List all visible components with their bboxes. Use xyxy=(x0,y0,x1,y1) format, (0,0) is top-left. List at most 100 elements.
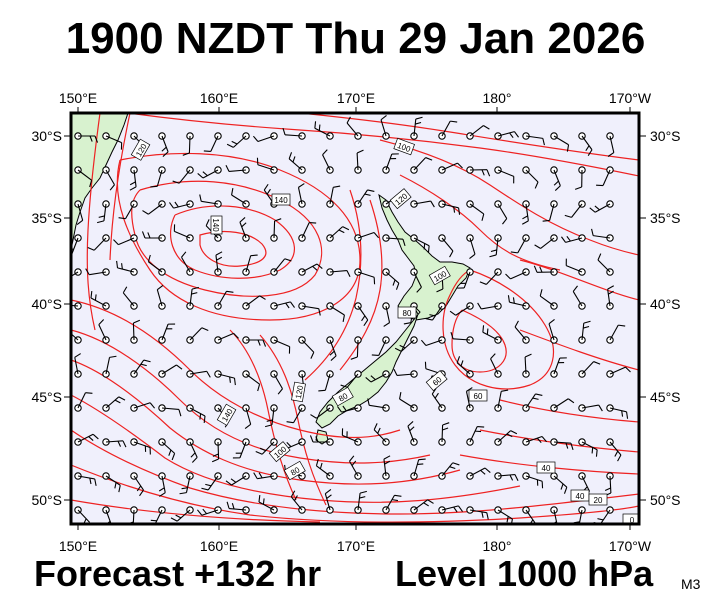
isobar-line xyxy=(479,429,639,453)
wind-barb xyxy=(606,324,626,344)
wind-barb xyxy=(489,234,502,258)
isobar-line xyxy=(339,199,383,371)
isobar-line xyxy=(71,464,639,523)
wind-barb xyxy=(349,455,362,480)
wind-barb xyxy=(309,435,334,446)
wind-barb xyxy=(71,268,82,278)
isobar-line xyxy=(299,113,639,161)
wind-barb xyxy=(438,234,454,258)
wind-barb xyxy=(102,396,126,412)
wind-barb xyxy=(490,353,502,378)
wind-barb xyxy=(510,234,530,254)
wind-barb xyxy=(158,364,183,378)
wind-barb xyxy=(181,251,194,276)
contour-label: 100 xyxy=(428,265,451,286)
svg-text:140: 140 xyxy=(211,218,220,232)
wind-barb xyxy=(420,336,446,347)
isobar-line xyxy=(71,299,401,439)
wind-barb xyxy=(201,472,222,491)
wind-barb xyxy=(565,258,586,276)
wind-barb xyxy=(214,370,236,386)
wind-barb xyxy=(142,200,166,215)
wind-barb xyxy=(270,301,295,310)
wind-barb xyxy=(606,285,615,310)
wind-barb xyxy=(425,302,446,321)
wind-barb xyxy=(74,132,99,143)
wind-barb xyxy=(550,357,567,378)
isobar-line xyxy=(71,359,461,485)
wind-barb xyxy=(466,166,491,177)
wind-barb xyxy=(326,302,345,322)
contour-label: 80 xyxy=(283,460,306,481)
wind-barb xyxy=(326,226,350,242)
isobar-line xyxy=(379,139,639,256)
isobar-line xyxy=(170,205,295,279)
wind-barb xyxy=(466,506,489,520)
wind-barb xyxy=(169,200,194,209)
wind-barb xyxy=(606,404,629,419)
wind-barb xyxy=(298,302,321,316)
wind-barb xyxy=(150,166,166,188)
wind-barb xyxy=(265,404,278,428)
wind-barb xyxy=(242,254,258,276)
wind-barb xyxy=(438,162,463,174)
wind-barb xyxy=(410,116,423,140)
wind-barb xyxy=(253,472,278,480)
wind-barb xyxy=(186,370,211,378)
wind-barb xyxy=(572,285,586,310)
wind-barb xyxy=(354,189,375,208)
wind-barb xyxy=(382,302,391,327)
wind-barb xyxy=(365,370,390,383)
wind-barb xyxy=(298,336,315,359)
wind-barb xyxy=(450,331,474,344)
wind-barb xyxy=(288,152,306,174)
wind-barb xyxy=(297,183,306,208)
wind-barb xyxy=(596,166,614,187)
svg-text:40: 40 xyxy=(576,492,585,501)
wind-barb xyxy=(438,422,450,446)
lon-label-150e-bottom: 150°E xyxy=(59,538,97,554)
wind-barb xyxy=(186,438,198,463)
pressure-contours xyxy=(71,113,639,523)
wind-barb xyxy=(214,251,223,276)
wind-barb xyxy=(606,132,615,157)
wind-barb xyxy=(225,164,250,174)
wind-barb xyxy=(410,157,433,174)
lon-label-170e-top: 170°E xyxy=(337,90,375,106)
wind-barb xyxy=(597,253,614,276)
wind-barb xyxy=(438,462,460,480)
wind-barb xyxy=(158,404,182,417)
svg-text:60: 60 xyxy=(474,392,483,401)
wind-barb xyxy=(102,438,127,448)
svg-text:80: 80 xyxy=(403,309,412,318)
wind-barb xyxy=(214,290,234,310)
wind-barb xyxy=(158,472,166,497)
wind-barb xyxy=(130,472,144,497)
wind-barb xyxy=(340,370,362,388)
wind-barb xyxy=(574,166,586,190)
wind-barb xyxy=(310,404,334,419)
isobar-line xyxy=(116,152,361,321)
wind-barb xyxy=(242,370,261,392)
lat-label-30s-right: 30°S xyxy=(650,128,681,144)
north-island xyxy=(378,193,471,321)
wind-barb xyxy=(539,289,558,310)
contour-label: 60 xyxy=(425,370,448,392)
wind-barb xyxy=(74,506,91,524)
wind-barb xyxy=(354,302,369,327)
wind-barb xyxy=(466,426,485,446)
wind-barb xyxy=(507,295,530,310)
svg-text:140: 140 xyxy=(274,196,288,205)
wind-barb xyxy=(533,265,558,276)
wind-barb xyxy=(466,467,491,480)
wind-barb xyxy=(102,472,121,493)
wind-barb xyxy=(382,455,391,480)
wind-barb xyxy=(324,488,334,514)
lat-label-50s-right: 50°S xyxy=(650,492,681,508)
wind-barb xyxy=(522,132,545,146)
isobar-line xyxy=(71,394,521,503)
wind-barb xyxy=(214,332,239,344)
wind-barb xyxy=(270,218,282,242)
